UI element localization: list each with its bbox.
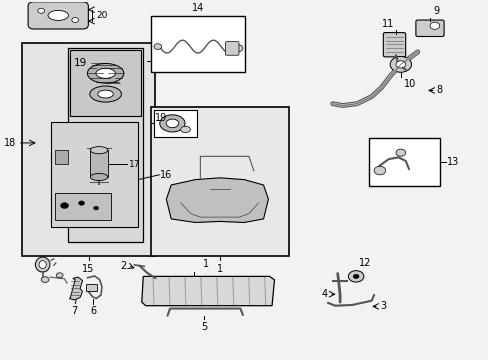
Bar [150,107,288,256]
Bar [55,150,68,165]
Bar [68,48,143,242]
Circle shape [233,45,243,52]
Text: 13: 13 [446,157,458,167]
Text: 19: 19 [74,58,87,68]
Text: 17: 17 [129,160,141,169]
Text: 11: 11 [381,19,393,29]
Bar [368,138,439,186]
Circle shape [389,57,411,72]
Text: 1: 1 [203,258,209,269]
Ellipse shape [180,126,190,133]
Ellipse shape [39,261,46,269]
Bar [70,50,141,116]
FancyBboxPatch shape [225,42,239,55]
Ellipse shape [90,86,121,102]
Ellipse shape [48,10,68,21]
Ellipse shape [35,257,50,272]
Text: 2: 2 [120,261,126,271]
Circle shape [94,206,99,210]
Text: 12: 12 [358,258,371,268]
Text: 1: 1 [216,264,223,274]
Ellipse shape [160,115,184,132]
Polygon shape [166,178,268,222]
Circle shape [61,203,68,208]
Circle shape [41,277,49,283]
Circle shape [352,274,358,279]
Text: 19: 19 [155,113,167,123]
Polygon shape [69,277,82,300]
Ellipse shape [87,63,123,83]
Bar [154,110,196,136]
Circle shape [56,273,63,278]
Bar [55,193,110,220]
Text: 4: 4 [321,289,327,299]
Text: 6: 6 [90,306,96,316]
Circle shape [429,22,439,30]
Text: 16: 16 [160,170,172,180]
Text: 14: 14 [191,3,203,13]
Circle shape [347,271,363,282]
Circle shape [79,201,84,205]
Circle shape [373,166,385,175]
Bar [150,16,245,72]
Ellipse shape [166,119,179,128]
Ellipse shape [98,90,113,98]
Text: 3: 3 [379,301,385,311]
Bar [86,284,97,291]
Bar [51,122,138,227]
Text: 7: 7 [71,306,77,316]
Text: 9: 9 [432,6,438,16]
Text: 15: 15 [82,264,95,274]
Ellipse shape [90,174,107,181]
Circle shape [72,18,79,23]
Circle shape [395,149,405,156]
Circle shape [395,61,405,68]
FancyBboxPatch shape [383,32,405,57]
Polygon shape [142,276,274,306]
Text: 8: 8 [436,85,442,95]
Ellipse shape [90,147,107,154]
Circle shape [38,8,44,13]
Bar [22,43,155,256]
Text: 10: 10 [403,79,415,89]
Circle shape [154,44,162,49]
Ellipse shape [96,68,115,78]
FancyBboxPatch shape [415,20,443,36]
Text: 18: 18 [4,138,16,148]
FancyBboxPatch shape [28,2,88,29]
Text: 20: 20 [96,11,107,20]
Text: 5: 5 [201,322,207,332]
Bar [90,150,107,177]
